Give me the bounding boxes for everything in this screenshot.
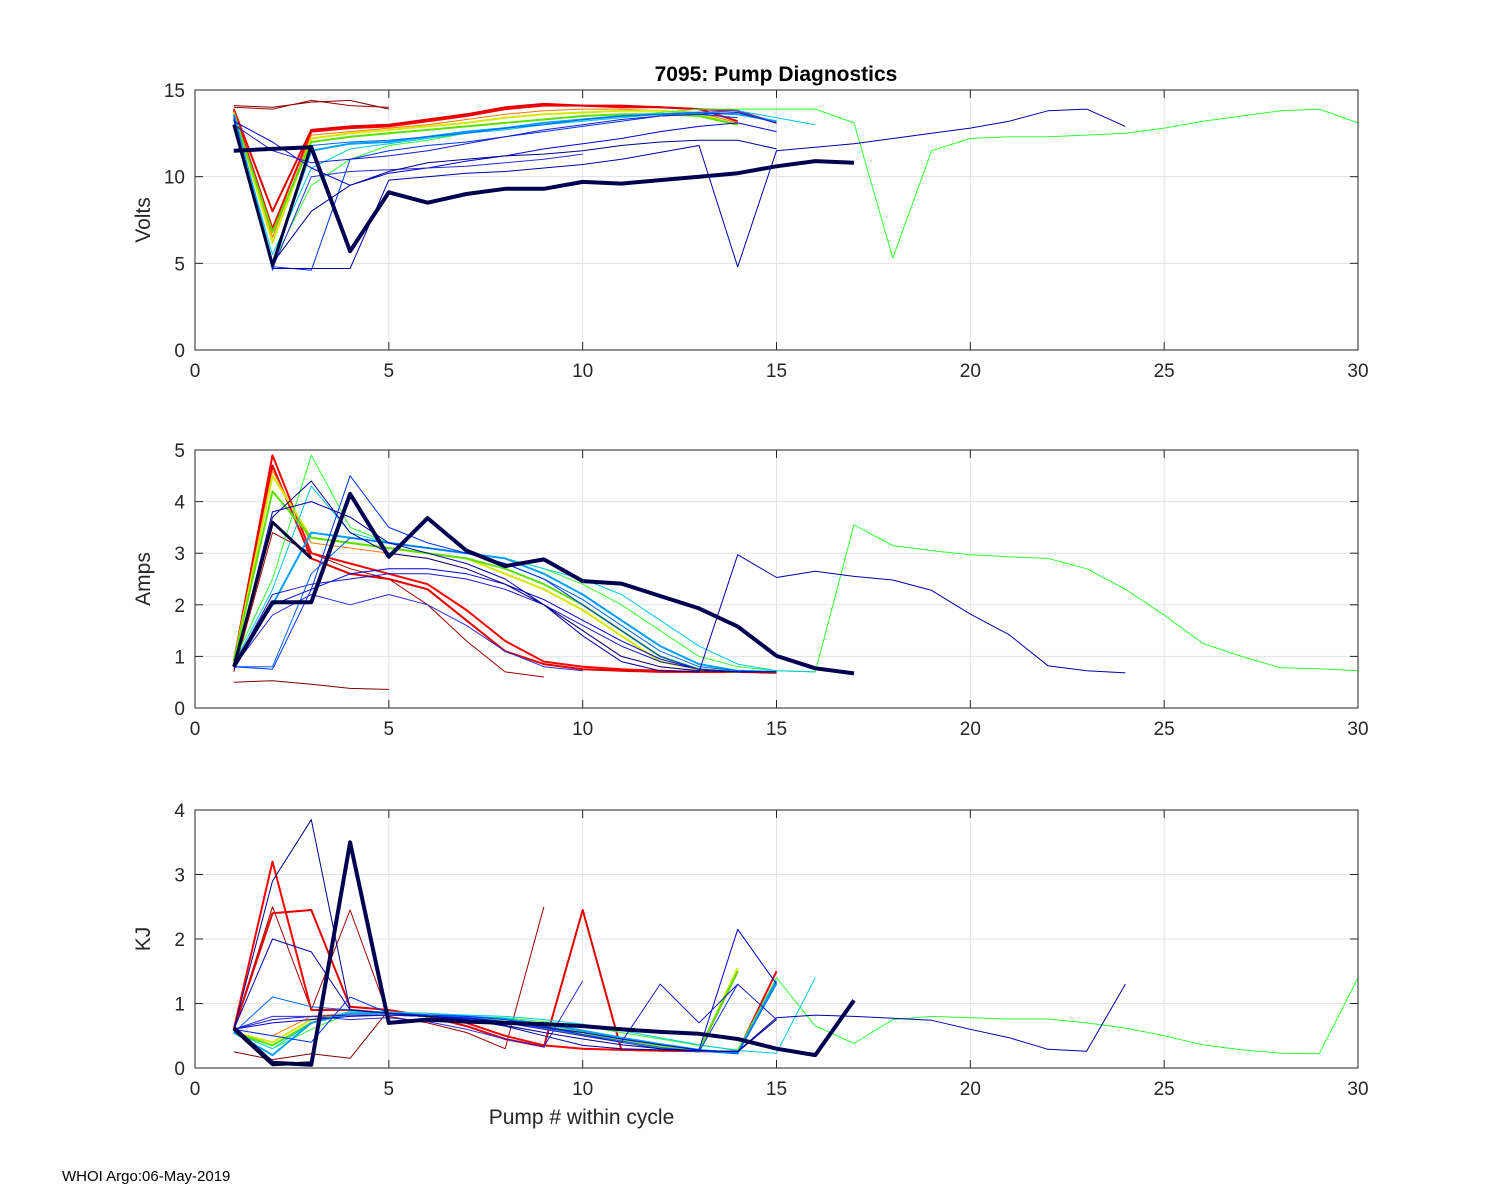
y-tick-label: 10	[164, 168, 185, 189]
x-tick-label: 15	[766, 1079, 787, 1100]
series-line-cycle-blue-5	[233, 119, 583, 269]
x-tick-label: 20	[960, 1079, 981, 1100]
y-tick-label: 5	[174, 254, 185, 275]
y-tick-label: 4	[174, 493, 185, 514]
x-tick-label: 10	[572, 1079, 593, 1100]
y-tick-label: 0	[174, 341, 185, 362]
panel-kj: 0 5 10 15 20 25 30 0 1 2 3 4 KJ Pump # within cycle	[132, 801, 1369, 1129]
series-line-cycle-early-1	[233, 680, 389, 690]
x-tick-label: 25	[1154, 719, 1175, 740]
x-tick-label: 0	[190, 719, 201, 740]
x-tick-label: 25	[1154, 1079, 1175, 1100]
x-tick-label: 10	[572, 719, 593, 740]
series-line-cycle-blue-5	[233, 594, 583, 672]
x-tick-label: 30	[1347, 719, 1368, 740]
y-axis-label: Amps	[132, 552, 155, 606]
series-line-cycle-navy-long	[233, 501, 1126, 674]
series-line-cycle-yellow	[232, 109, 738, 244]
y-tick-label: 1	[174, 995, 185, 1016]
series-line-cycle-navy-2	[233, 819, 777, 1053]
x-tick-label: 5	[384, 719, 395, 740]
y-tick-label: 2	[174, 930, 185, 951]
y-tick-label: 3	[174, 544, 185, 565]
series-group	[232, 454, 1358, 690]
series-line-cycle-dark-thick	[232, 1028, 312, 1067]
series-line-cycle-red-2	[232, 909, 739, 1052]
x-tick-label: 20	[960, 361, 981, 382]
x-tick-label: 30	[1347, 361, 1368, 382]
series-group	[232, 819, 1358, 1067]
y-tick-label: 1	[174, 647, 185, 668]
series-line-cycle-blue-4	[233, 112, 777, 164]
series-group	[232, 99, 1358, 271]
series-line-cycle-green-long	[233, 108, 1358, 264]
y-tick-label: 4	[174, 801, 185, 822]
series-line-cycle-early-2	[233, 99, 389, 110]
x-tick-label: 0	[190, 361, 201, 382]
y-tick-label: 0	[174, 699, 185, 720]
x-axis-label: Pump # within cycle	[489, 1106, 675, 1129]
x-tick-label: 30	[1347, 1079, 1368, 1100]
panel-amps: 0 5 10 15 20 25 30 0 1 2 3 4 5 Amps	[132, 441, 1369, 740]
x-tick-label: 5	[384, 361, 395, 382]
series-line-cycle-cyan-2	[232, 531, 777, 673]
figure-title: 7095: Pump Diagnostics	[655, 63, 898, 86]
series-line-cycle-navy-2	[233, 480, 777, 673]
series-line-cycle-red-2	[232, 102, 738, 213]
series-line-cycle-dark-thick	[232, 520, 313, 668]
x-tick-label: 15	[766, 719, 787, 740]
series-line-cycle-early-1	[233, 99, 389, 110]
footer-credit: WHOI Argo:06-May-2019	[62, 1168, 231, 1185]
x-tick-label: 25	[1154, 361, 1175, 382]
series-line-cycle-red-2	[232, 464, 738, 673]
y-tick-label: 0	[174, 1059, 185, 1080]
x-tick-label: 15	[766, 361, 787, 382]
series-line-cycle-blue-1	[233, 110, 777, 271]
series-line-cycle-blue-4	[233, 573, 777, 673]
x-tick-label: 10	[572, 361, 593, 382]
y-tick-label: 2	[174, 596, 185, 617]
y-tick-label: 3	[174, 866, 185, 887]
series-line-cycle-navy-long	[233, 108, 1126, 269]
y-axis-label: Volts	[132, 197, 155, 243]
series-line-cycle-navy-2	[233, 126, 777, 264]
x-tick-label: 0	[190, 1079, 201, 1100]
x-tick-label: 20	[960, 719, 981, 740]
x-tick-label: 5	[384, 1079, 395, 1100]
series-line-cycle-latest	[232, 491, 855, 676]
y-tick-label: 15	[164, 81, 185, 102]
series-line-cycle-latest	[232, 840, 856, 1067]
series-line-cycle-dark-thick	[232, 124, 313, 267]
y-axis-label: KJ	[132, 927, 155, 952]
panel-volts: 0 5 10 15 20 25 30 0 5 10 15 Volts	[132, 81, 1369, 382]
y-tick-label: 5	[174, 441, 185, 462]
series-line-cycle-latest	[233, 145, 855, 254]
